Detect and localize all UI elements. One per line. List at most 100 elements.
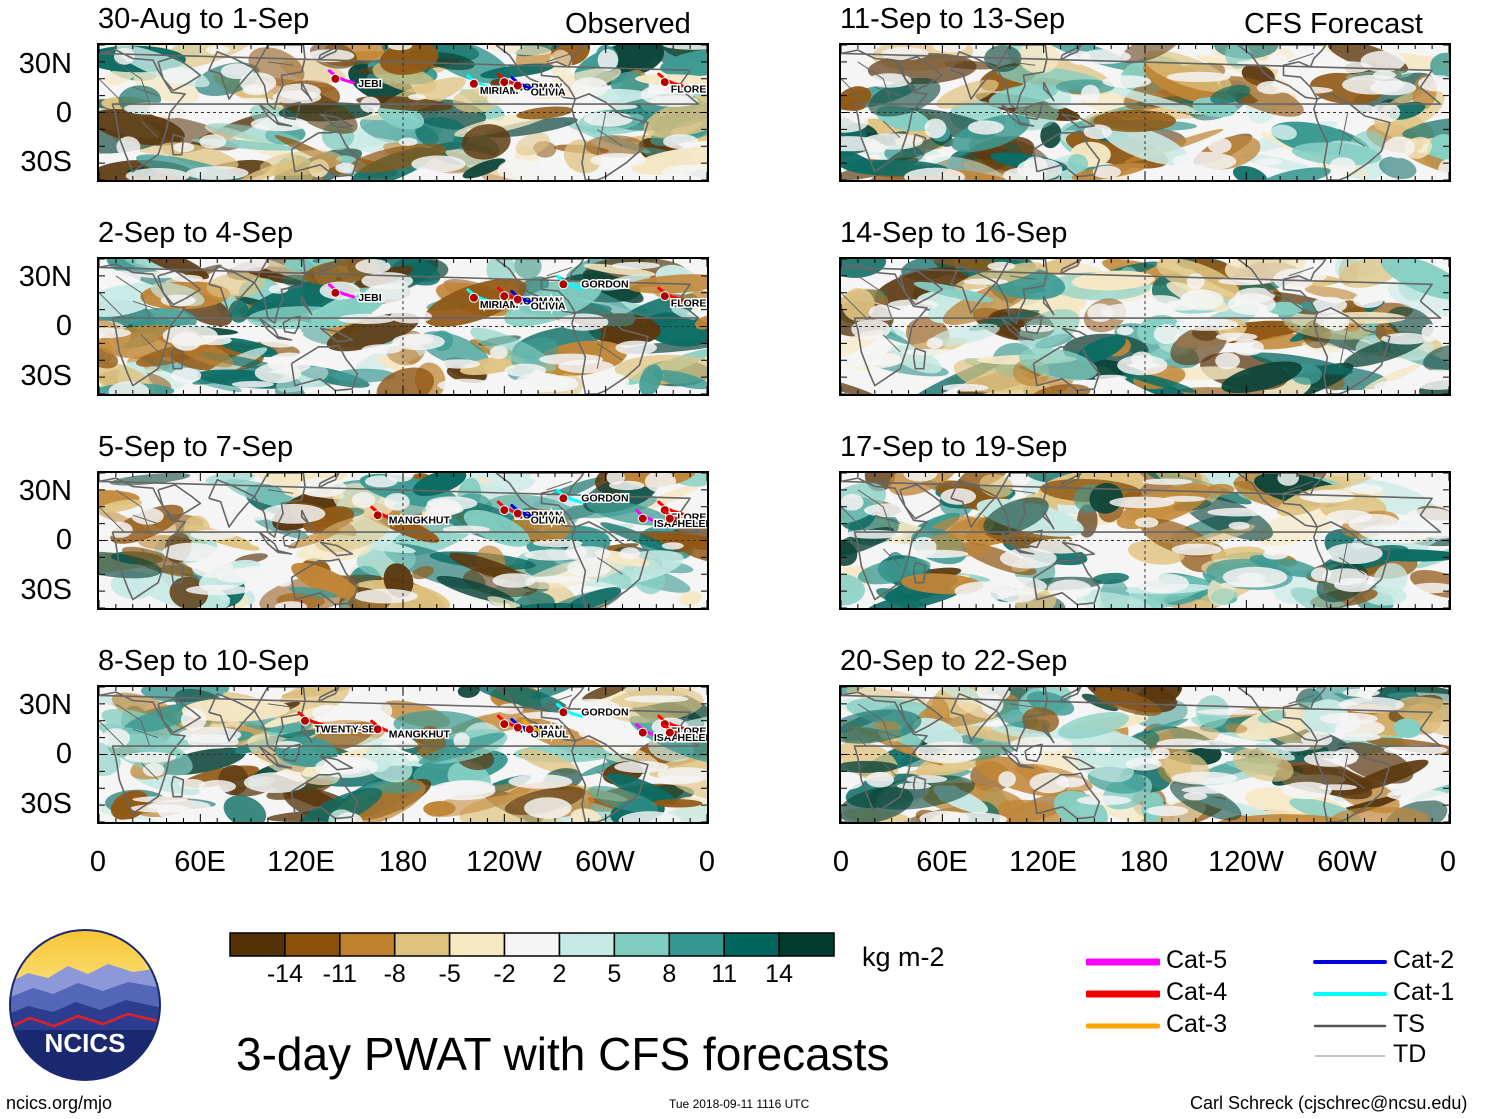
storm-label: OLIVIA — [531, 301, 566, 313]
neutral-patch — [489, 345, 508, 359]
observed-panel-4-title: 8-Sep to 10-Sep — [98, 645, 310, 677]
neutral-patch — [335, 162, 356, 174]
neutral-patch — [351, 492, 376, 508]
neutral-patch — [453, 732, 470, 749]
colorbar-tick-label: 14 — [765, 960, 793, 988]
continent-outline — [317, 687, 340, 703]
footer-website[interactable]: ncics.org/mjo — [6, 1093, 113, 1113]
continent-outline — [841, 263, 1442, 387]
anomaly-blob — [169, 576, 209, 608]
lon-label-60w: 60W — [1317, 846, 1377, 878]
forecast-panel-1-title: 11-Sep to 13-Sep — [840, 3, 1066, 35]
colorbar-tick-label: 8 — [662, 960, 677, 988]
border-line — [1338, 112, 1349, 155]
neutral-patch — [998, 771, 1016, 788]
observed-map-1: JEBI JEBI MIRIAM MIRIAM NORMAN NORMAN OLIVIA OL… — [97, 43, 709, 182]
neutral-patch — [1326, 543, 1383, 564]
neutral-patch — [932, 45, 967, 53]
continent-outline — [1000, 317, 1035, 341]
storm-label: PAUL — [541, 729, 569, 741]
border-line — [1288, 52, 1315, 63]
border-line — [140, 762, 159, 781]
border-line — [99, 292, 125, 319]
map-svg — [841, 45, 1449, 180]
neutral-patch — [1304, 751, 1358, 767]
border-line — [546, 52, 573, 63]
continent-outline — [157, 698, 202, 734]
neutral-patch — [185, 584, 250, 596]
forecast-map-2 — [839, 257, 1451, 396]
storm-label-halo: MANGKHUT — [389, 515, 451, 527]
continent-outline — [995, 45, 1048, 110]
forecast-panel-4-title: 20-Sep to 22-Sep — [840, 645, 1068, 677]
continent-outline — [1059, 45, 1082, 61]
lon-label-0: 0 — [89, 846, 107, 878]
neutral-patch — [1171, 771, 1238, 785]
neutral-patch — [504, 363, 547, 377]
storm-label-halo: MANGKHUT — [389, 729, 451, 741]
neutral-patch — [1095, 745, 1112, 754]
colorbar-units: kg m-2 — [862, 942, 945, 972]
neutral-patch — [384, 493, 410, 511]
anomaly-blob — [1018, 45, 1060, 74]
border-line — [596, 112, 607, 155]
continent-outline — [290, 558, 359, 606]
continent-outline — [317, 473, 340, 489]
border-line — [267, 703, 294, 708]
neutral-patch — [1372, 71, 1397, 79]
anomaly-blob — [133, 68, 199, 104]
neutral-patch — [903, 473, 938, 482]
neutral-patch — [1152, 747, 1170, 760]
neutral-patch — [612, 261, 660, 270]
neutral-patch — [851, 319, 891, 340]
continent-outline — [495, 259, 585, 314]
neutral-patch — [173, 142, 195, 153]
anomaly-blob — [841, 145, 877, 174]
neutral-patch — [1116, 326, 1134, 336]
continent-outline — [208, 51, 256, 100]
neutral-patch — [390, 309, 433, 324]
continent-outline — [253, 259, 306, 324]
anomaly-blob — [1100, 85, 1204, 115]
neutral-patch — [492, 573, 536, 588]
anomaly-blob — [1232, 748, 1294, 782]
anomaly-blob — [99, 551, 162, 579]
border-line — [132, 300, 159, 311]
neutral-patch — [1338, 733, 1381, 741]
border-line — [115, 275, 151, 319]
border-line — [115, 61, 151, 105]
neutral-patch — [558, 359, 614, 374]
continent-outline — [1042, 723, 1055, 744]
neutral-patch — [508, 774, 573, 789]
storm-symbol — [558, 493, 569, 504]
ncics-logo: NCICS — [9, 929, 161, 1081]
neutral-patch — [601, 373, 630, 392]
continent-outline — [1059, 687, 1082, 703]
neutral-patch — [1256, 158, 1283, 166]
logo-text: NCICS — [45, 1028, 126, 1058]
border-line — [857, 61, 893, 105]
neutral-patch — [198, 780, 236, 793]
lat-label-30s: 30S — [20, 788, 72, 820]
neutral-patch — [524, 375, 577, 386]
lon-label-60e: 60E — [916, 846, 968, 878]
anomaly-blob — [1075, 335, 1126, 364]
storm-label-halo: PAUL — [541, 729, 569, 741]
legend-swatch-cat-5 — [1086, 958, 1160, 966]
neutral-patch — [1228, 521, 1250, 530]
neutral-patch — [999, 548, 1057, 569]
neutral-patch — [618, 811, 681, 822]
neutral-patch — [520, 711, 565, 719]
neutral-patch — [1222, 566, 1288, 588]
storm-symbol — [512, 294, 523, 305]
neutral-patch — [841, 773, 864, 791]
neutral-patch — [1410, 582, 1449, 594]
lon-label-60w: 60W — [575, 846, 635, 878]
storm-symbol — [637, 513, 648, 524]
anomaly-blob — [652, 369, 707, 390]
neutral-patch — [1366, 473, 1391, 479]
storm-symbol — [300, 715, 310, 726]
neutral-patch — [533, 539, 583, 548]
continent-outline — [290, 772, 359, 820]
